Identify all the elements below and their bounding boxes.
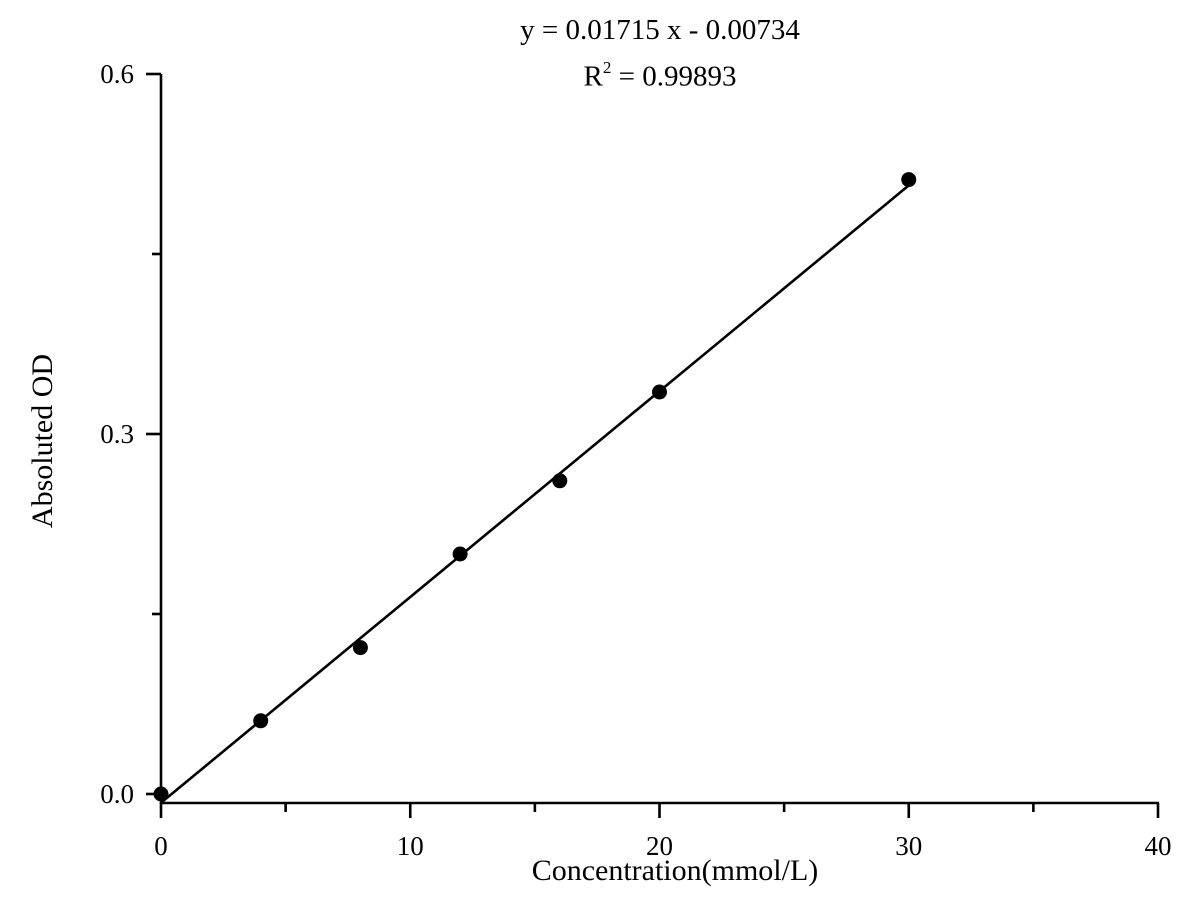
x-tick-label: 10 xyxy=(397,831,424,861)
data-point xyxy=(552,473,568,489)
y-axis-title: Absoluted OD xyxy=(26,354,59,528)
y-tick-label: 0.0 xyxy=(100,779,134,809)
data-point xyxy=(352,640,368,656)
r2-value: = 0.99893 xyxy=(611,60,737,93)
regression-line xyxy=(160,184,910,804)
x-tick-label: 20 xyxy=(646,831,673,861)
r-squared: R2 = 0.99893 xyxy=(0,58,1200,94)
r2-label: R xyxy=(583,60,603,93)
data-point xyxy=(452,546,468,562)
x-tick-label: 30 xyxy=(895,831,922,861)
x-axis-title: Concentration(mmol/L) xyxy=(532,854,819,887)
data-point xyxy=(253,713,269,729)
y-tick-label: 0.6 xyxy=(100,59,134,89)
regression-equation: y = 0.01715 x - 0.00734 xyxy=(0,14,1200,47)
y-tick-label: 0.3 xyxy=(100,419,134,449)
data-point xyxy=(153,786,169,802)
axis-labels: 0 10 20 30 40 0.0 0.3 0.6 Concentration(mmol/L) A… xyxy=(26,59,1172,887)
x-tick-label: 0 xyxy=(154,831,168,861)
r2-superscript: 2 xyxy=(602,58,612,77)
data-point xyxy=(901,172,917,188)
axes xyxy=(146,72,1160,818)
data-point xyxy=(652,384,667,400)
equation-text: y = 0.01715 x - 0.00734 xyxy=(520,14,800,46)
fit-line xyxy=(160,184,910,804)
data-points xyxy=(153,172,917,802)
x-tick-label: 40 xyxy=(1145,831,1172,861)
